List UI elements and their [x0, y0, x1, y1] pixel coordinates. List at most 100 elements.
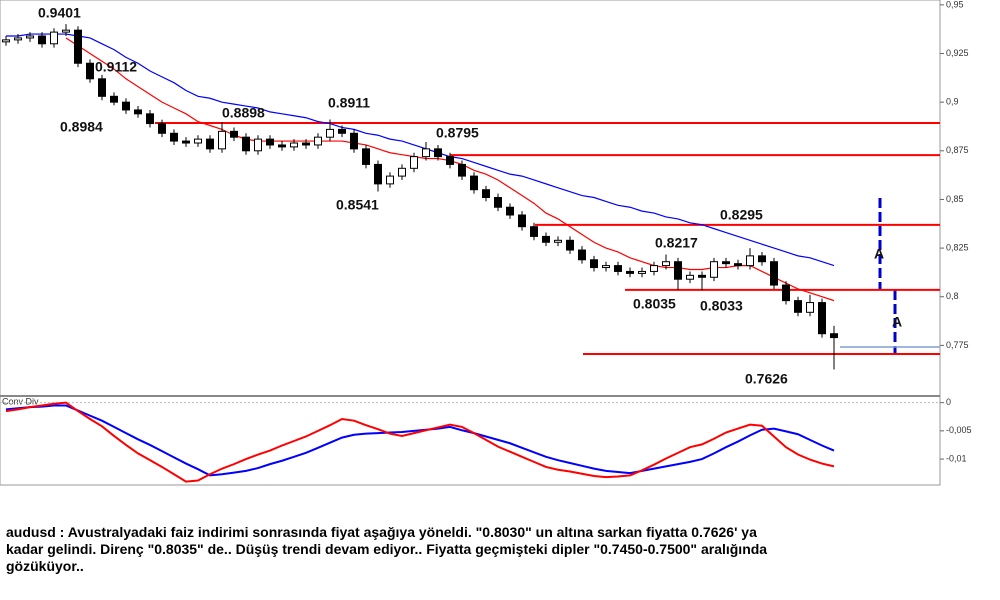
candle-body [638, 270, 646, 274]
candle-body [230, 130, 238, 138]
candle-body [422, 148, 430, 158]
candle-body [122, 101, 130, 111]
annotation: 0.9112 [95, 59, 137, 75]
candle-body [242, 136, 250, 152]
y-tick-label: 0 [946, 397, 951, 407]
candle-body [2, 39, 10, 43]
candle-body [794, 300, 802, 313]
line-series [6, 33, 835, 267]
annotation: 0.8035 [633, 296, 676, 312]
annotation: 0.8295 [720, 207, 763, 223]
candle-body [386, 175, 394, 185]
candle-body [494, 197, 502, 208]
candle-body [50, 31, 58, 45]
candle-body [434, 148, 442, 158]
annotation: A [892, 314, 902, 330]
annotation: 0.8911 [328, 95, 370, 111]
candle-body [698, 274, 706, 278]
candle-body [614, 265, 622, 272]
candle-body [758, 255, 766, 263]
candle-body [350, 132, 358, 150]
candle-body [818, 302, 826, 335]
candle-body [374, 163, 382, 185]
candle-body [566, 239, 574, 251]
candle-body [146, 113, 154, 125]
candle-body [134, 109, 142, 115]
candle-body [746, 255, 754, 267]
candle-body [710, 261, 718, 278]
candle-body [518, 214, 526, 228]
y-tick-label: 0,925 [946, 48, 969, 58]
candle-body [218, 130, 226, 150]
frame [0, 0, 941, 486]
annotation: A [874, 246, 884, 262]
chart: Conv Div 0,95 0,925 0,9 0,875 0,85 0,825 0,8 0,… [0, 0, 972, 486]
y-tick-label: -0,005 [946, 425, 972, 435]
candle-body [782, 284, 790, 302]
annotation: 0.8898 [222, 105, 265, 121]
candle-body [674, 261, 682, 280]
candle-body [398, 167, 406, 177]
candle-body [662, 261, 670, 267]
candle-body [254, 138, 262, 152]
candle-body [506, 206, 514, 216]
candle-body [578, 249, 586, 261]
annotation: 0.8984 [60, 119, 103, 135]
candle-body [194, 138, 202, 144]
y-tick-label: 0,8 [946, 291, 959, 301]
annotation: 0.9401 [38, 5, 81, 21]
candle-body [314, 136, 322, 146]
candle-body [470, 175, 478, 191]
candle-body [530, 226, 538, 237]
candle-body [542, 235, 550, 243]
candle-body [110, 95, 118, 103]
annotation: 0.8033 [700, 298, 743, 314]
candle-body [170, 132, 178, 142]
candle-body [14, 37, 22, 41]
candle-body [590, 259, 598, 269]
candle-body [326, 128, 334, 138]
caption-line: kadar gelindi. Direnç "0.8035" de.. Düşü… [6, 541, 768, 557]
annotation: 0.7626 [745, 371, 788, 387]
candle-body [338, 128, 346, 134]
line-series [5, 401, 835, 483]
candle-body [686, 274, 694, 280]
indicator-title: Conv Div [2, 396, 39, 406]
candle-body [650, 265, 658, 272]
y-tick-label: 0,825 [946, 242, 969, 252]
candle-body [302, 142, 310, 146]
candle-body [830, 333, 838, 339]
annotation: 0.8541 [336, 197, 379, 213]
candle-body [278, 144, 286, 148]
candle-body [26, 35, 34, 39]
candle-body [482, 189, 490, 199]
candle-body [722, 261, 730, 265]
candle-body [86, 62, 94, 80]
candle-body [266, 138, 274, 146]
candle-body [290, 142, 298, 148]
candle-body [74, 29, 82, 64]
line-series [5, 404, 835, 477]
candle-body [446, 156, 454, 165]
candle-body [602, 265, 610, 269]
candle-body [770, 261, 778, 286]
caption: audusd : Avustralyadaki faiz indirimi so… [6, 524, 996, 575]
candle-body [62, 29, 70, 33]
candle-body [734, 263, 742, 267]
y-tick-label: 0,95 [946, 0, 964, 9]
candle-body [98, 78, 106, 97]
candle-body [458, 163, 466, 177]
candle-body [410, 156, 418, 169]
annotation: 0.8795 [436, 125, 479, 141]
line-series [65, 37, 835, 302]
candle-body [38, 35, 46, 45]
y-tick-label: 0,875 [946, 145, 969, 155]
candle-body [182, 140, 190, 144]
caption-line: audusd : Avustralyadaki faiz indirimi so… [6, 524, 757, 540]
y-tick-label: 0,9 [946, 97, 959, 107]
candle-body [206, 138, 214, 150]
candle-body [158, 123, 166, 134]
y-tick-label: 0,85 [946, 194, 964, 204]
annotation: 0.8217 [655, 235, 698, 251]
